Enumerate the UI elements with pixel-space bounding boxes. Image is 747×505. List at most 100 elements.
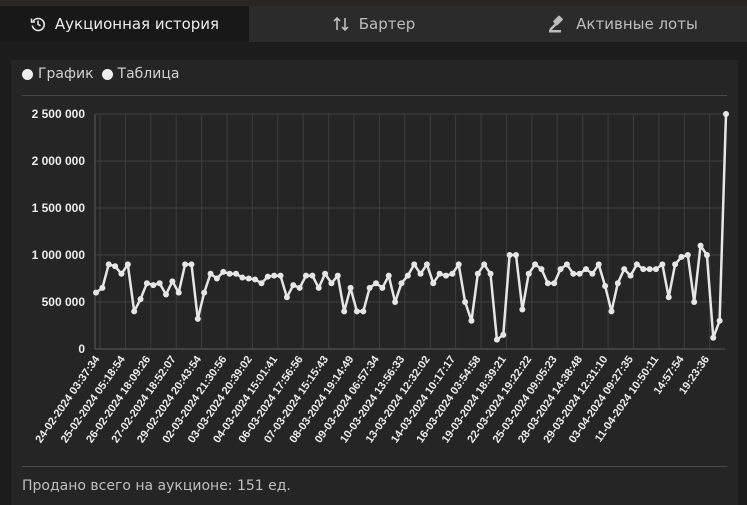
price-point xyxy=(589,270,596,277)
tab-label: Активные лоты xyxy=(576,15,698,33)
price-point xyxy=(258,280,265,287)
price-point xyxy=(341,308,348,315)
price-point xyxy=(563,261,570,268)
price-point xyxy=(124,261,131,268)
divider xyxy=(22,95,727,96)
tab-active-lots[interactable]: Активные лоты xyxy=(498,6,747,42)
price-point xyxy=(430,280,437,287)
price-point xyxy=(379,284,386,291)
y-tick-label: 1 000 000 xyxy=(32,248,86,262)
price-point xyxy=(194,315,201,322)
price-point xyxy=(646,266,653,273)
table-radio[interactable]: Таблица xyxy=(101,66,180,82)
price-point xyxy=(283,294,290,301)
price-point xyxy=(417,270,424,277)
price-point xyxy=(659,261,666,268)
price-point xyxy=(455,261,462,268)
price-point xyxy=(175,289,182,296)
price-point xyxy=(322,270,329,277)
price-point xyxy=(423,261,430,268)
price-point xyxy=(137,296,144,303)
price-point xyxy=(290,282,297,289)
price-point xyxy=(245,275,252,282)
price-point xyxy=(334,272,341,279)
chart-radio[interactable]: График xyxy=(22,66,94,82)
y-tick-label: 0 xyxy=(78,342,85,356)
top-strip xyxy=(0,0,747,6)
radio-dot-icon xyxy=(101,68,113,80)
price-point xyxy=(703,252,710,258)
price-point xyxy=(532,261,539,268)
price-line xyxy=(95,113,728,341)
price-point xyxy=(360,308,367,315)
chart-radio-label: График xyxy=(38,66,94,82)
price-point xyxy=(500,331,507,338)
price-point xyxy=(398,280,405,287)
price-point xyxy=(557,266,564,273)
price-point xyxy=(538,266,545,273)
price-point xyxy=(239,274,246,281)
price-point xyxy=(264,273,271,280)
price-point xyxy=(716,317,723,324)
price-point xyxy=(315,284,322,291)
price-point xyxy=(468,317,475,324)
price-point xyxy=(163,291,169,298)
history-icon xyxy=(30,16,46,32)
price-point xyxy=(392,299,399,305)
price-point xyxy=(449,270,456,277)
price-point xyxy=(188,261,195,268)
price-point xyxy=(112,263,119,270)
view-toggle: График Таблица xyxy=(22,66,179,82)
price-point xyxy=(627,272,634,279)
price-point xyxy=(213,275,220,282)
price-point xyxy=(296,284,303,291)
price-point xyxy=(519,306,526,313)
tab-barter[interactable]: Бартер xyxy=(249,6,498,42)
price-point xyxy=(672,261,679,268)
price-point xyxy=(474,270,481,277)
price-point xyxy=(353,308,360,315)
price-point xyxy=(233,270,239,277)
price-point xyxy=(665,294,672,301)
price-point xyxy=(169,278,176,285)
price-point xyxy=(220,268,227,275)
price-point xyxy=(93,289,99,296)
price-point xyxy=(633,261,640,268)
price-point xyxy=(691,299,698,305)
tab-bar: Аукционная история Бартер Активные лоты xyxy=(0,6,747,42)
price-point xyxy=(309,272,316,279)
price-point xyxy=(201,289,208,296)
price-point xyxy=(723,111,729,117)
price-point xyxy=(105,261,112,268)
price-point xyxy=(131,308,138,315)
price-point xyxy=(366,284,373,291)
y-tick-label: 2 000 000 xyxy=(32,154,86,168)
price-point xyxy=(697,242,704,249)
table-radio-label: Таблица xyxy=(117,66,180,82)
price-point xyxy=(404,272,411,279)
price-point xyxy=(411,261,418,268)
tab-label: Бартер xyxy=(358,15,416,33)
price-point xyxy=(487,270,494,277)
price-point xyxy=(576,270,583,277)
swap-icon xyxy=(332,16,350,32)
price-point xyxy=(156,280,163,287)
price-point xyxy=(385,272,392,279)
price-point xyxy=(570,270,577,277)
price-point xyxy=(614,280,621,287)
sold-total-text: Продано всего на аукционе: 151 ед. xyxy=(22,478,291,494)
tab-auction-history[interactable]: Аукционная история xyxy=(0,6,249,42)
price-point xyxy=(595,261,602,268)
price-point xyxy=(252,276,259,283)
price-point xyxy=(513,252,519,258)
price-point xyxy=(481,261,488,268)
price-point xyxy=(544,280,551,287)
history-panel: График Таблица 0 500 000 1 000 000 1 500 00… xyxy=(11,60,738,505)
radio-dot-icon xyxy=(22,68,33,80)
price-point xyxy=(118,270,125,277)
price-point xyxy=(710,334,717,341)
price-point xyxy=(328,280,335,287)
price-point xyxy=(678,253,685,260)
price-point xyxy=(436,270,443,277)
divider xyxy=(22,466,727,467)
